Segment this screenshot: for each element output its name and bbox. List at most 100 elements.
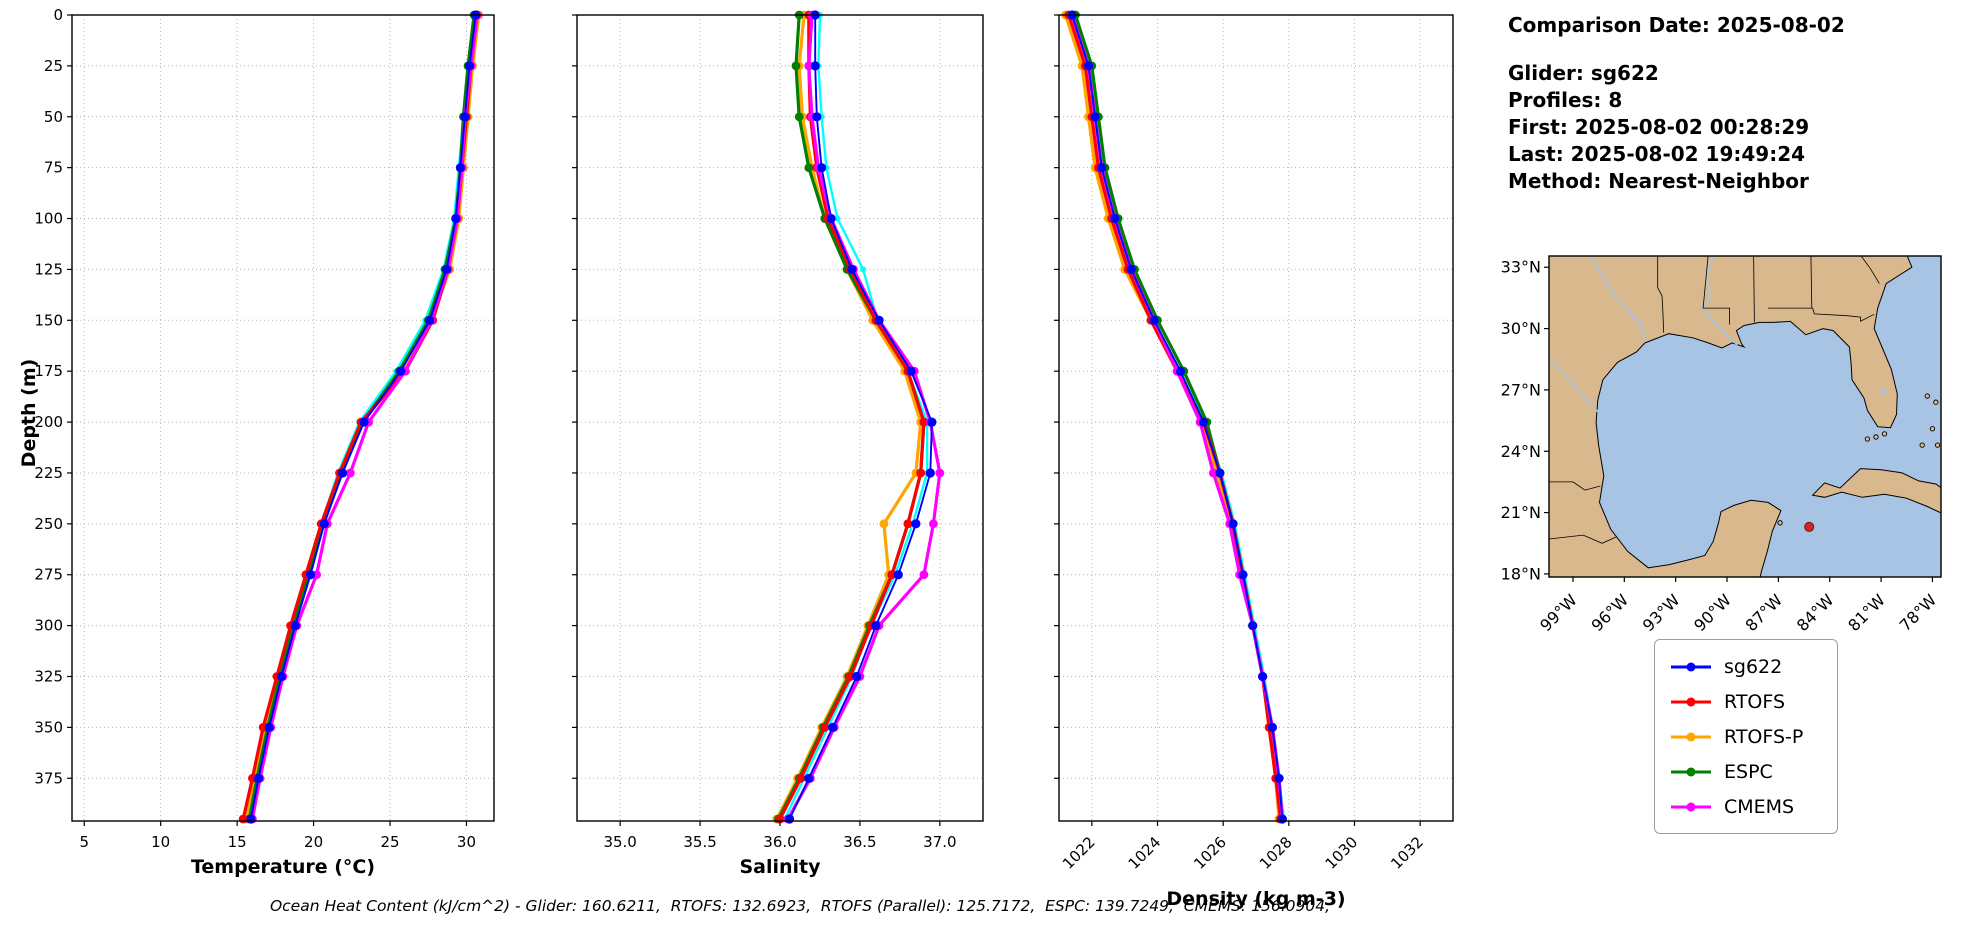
- x-tick-label: 1030: [1322, 833, 1362, 873]
- map-lat-label: 30°N: [1501, 319, 1541, 338]
- legend-marker-RTOFS: [1671, 697, 1711, 706]
- legend-marker-RTOFS-P: [1671, 732, 1711, 741]
- series-marker-sg622: [1277, 814, 1287, 824]
- depth-tick-label: 125: [34, 260, 63, 278]
- series-marker-RTOFS: [919, 417, 929, 427]
- series-line-CMEMS: [1070, 14, 1284, 820]
- series-marker-sg622: [925, 468, 935, 478]
- x-tick-label: 1022: [1059, 833, 1099, 873]
- x-tick-label: 35.5: [683, 833, 716, 851]
- depth-tick-label: 100: [34, 210, 63, 228]
- state-border: [1702, 256, 1731, 325]
- map-lon-label: 87°W: [1742, 590, 1787, 635]
- series-marker-sg622: [1274, 773, 1284, 783]
- depth-tick-label: 250: [34, 515, 63, 533]
- series-marker-sg622: [264, 722, 274, 733]
- map-lon-label: 90°W: [1690, 590, 1735, 635]
- depth-tick-label: 0: [53, 6, 63, 24]
- legend-item-CMEMS: CMEMS: [1669, 789, 1837, 824]
- series-marker-sg622: [826, 213, 836, 224]
- gridlines: [72, 14, 494, 821]
- series-marker-sg622: [276, 671, 287, 682]
- x-tick-label: 10: [151, 833, 170, 851]
- x-tick-label: 36.0: [763, 833, 796, 851]
- depth-tick-label: 225: [34, 464, 63, 482]
- salinity-profile-chart: 35.0 35.5 36.0 36.5 37.0 Salinity: [557, 0, 1017, 910]
- series-line-sg622: [788, 15, 933, 820]
- island: [1929, 426, 1936, 432]
- series-marker-glider-profiles: [834, 215, 841, 222]
- legend-item-ESPC: ESPC: [1669, 754, 1837, 789]
- series-marker-RTOFS: [796, 773, 806, 783]
- depth-tick-label: 75: [44, 159, 63, 177]
- x-tick-label: 1032: [1387, 833, 1427, 873]
- series-marker-sg622: [396, 366, 406, 376]
- island: [1933, 399, 1939, 405]
- info-panel: Comparison Date: 2025-08-02 Glider: sg62…: [1508, 12, 1845, 195]
- island: [1873, 434, 1879, 440]
- temperature-series: [238, 10, 484, 824]
- series-marker-sg622: [1215, 468, 1225, 478]
- series-marker-CMEMS: [1208, 468, 1218, 478]
- series-marker-sg622: [451, 213, 461, 224]
- series-marker-sg622: [319, 519, 329, 529]
- island: [1919, 442, 1925, 448]
- legend: sg622 RTOFS RTOFS-P ESPC CMEMS: [1654, 639, 1838, 834]
- series-marker-RTOFS: [845, 672, 855, 681]
- x-tick-label: 30: [457, 833, 476, 851]
- series-marker-sg622: [828, 722, 838, 733]
- series-marker-sg622: [253, 773, 264, 783]
- series-marker-RTOFS: [916, 468, 926, 478]
- legend-label: sg622: [1724, 655, 1783, 678]
- series-marker-sg622: [927, 417, 937, 427]
- island: [1924, 393, 1930, 399]
- legend-label: CMEMS: [1724, 795, 1795, 818]
- series-marker-CMEMS: [804, 61, 814, 71]
- legend-label: RTOFS-P: [1724, 725, 1804, 748]
- series-marker-sg622: [874, 315, 884, 325]
- state-border: [1549, 534, 1616, 544]
- depth-tick-label: 275: [34, 566, 63, 584]
- series-line-sg622: [1071, 14, 1284, 820]
- map-lon-label: 96°W: [1587, 590, 1632, 635]
- series-marker-sg622: [338, 468, 348, 478]
- salinity-svg: 35.0 35.5 36.0 36.5 37.0 Salinity: [572, 10, 984, 878]
- glider-id-text: Glider: sg622: [1508, 61, 1659, 85]
- series-marker-sg622: [911, 519, 921, 529]
- map-layers: [1549, 256, 1941, 577]
- x-tick-label: 1026: [1190, 833, 1230, 873]
- method-text: Method: Nearest-Neighbor: [1508, 169, 1809, 193]
- series-marker-sg622: [810, 61, 820, 71]
- island: [1934, 442, 1941, 448]
- series-marker-RTOFS: [820, 723, 830, 732]
- series-marker-RTOFS: [887, 570, 897, 580]
- series-marker-sg622: [812, 112, 822, 122]
- depth-tick-label: 175: [34, 362, 63, 380]
- map-lat-label: 18°N: [1501, 564, 1541, 583]
- map-lat-label: 27°N: [1501, 380, 1541, 399]
- map-lat-label: 21°N: [1501, 503, 1541, 522]
- temperature-svg: 5 10 15 20 25 3002550751001251501752002252502…: [34, 6, 495, 878]
- series-marker-sg622: [1258, 671, 1268, 682]
- series-marker-sg622: [893, 570, 903, 580]
- state-border: [1860, 256, 1880, 284]
- series-line-ESPC: [1073, 14, 1284, 820]
- depth-tick-label: 375: [34, 769, 63, 787]
- state-border: [1549, 481, 1601, 491]
- series-marker-CMEMS: [929, 519, 938, 529]
- legend-item-sg622: sg622: [1669, 649, 1837, 684]
- map-lon-label: 93°W: [1639, 590, 1684, 635]
- glider-position-marker: [1804, 521, 1815, 532]
- river: [1549, 357, 1600, 414]
- legend-item-RTOFS: RTOFS: [1669, 684, 1837, 719]
- series-marker-sg622: [442, 264, 452, 274]
- map-lat-label: 24°N: [1501, 442, 1541, 461]
- depth-tick-label: 325: [34, 667, 63, 685]
- lake-okeechobee: [1880, 387, 1887, 394]
- legend-marker-sg622: [1671, 662, 1711, 671]
- series-marker-sg622: [906, 366, 916, 376]
- series-marker-sg622: [1248, 621, 1258, 631]
- series-marker-RTOFS: [238, 814, 248, 824]
- legend-marker-CMEMS: [1671, 802, 1711, 811]
